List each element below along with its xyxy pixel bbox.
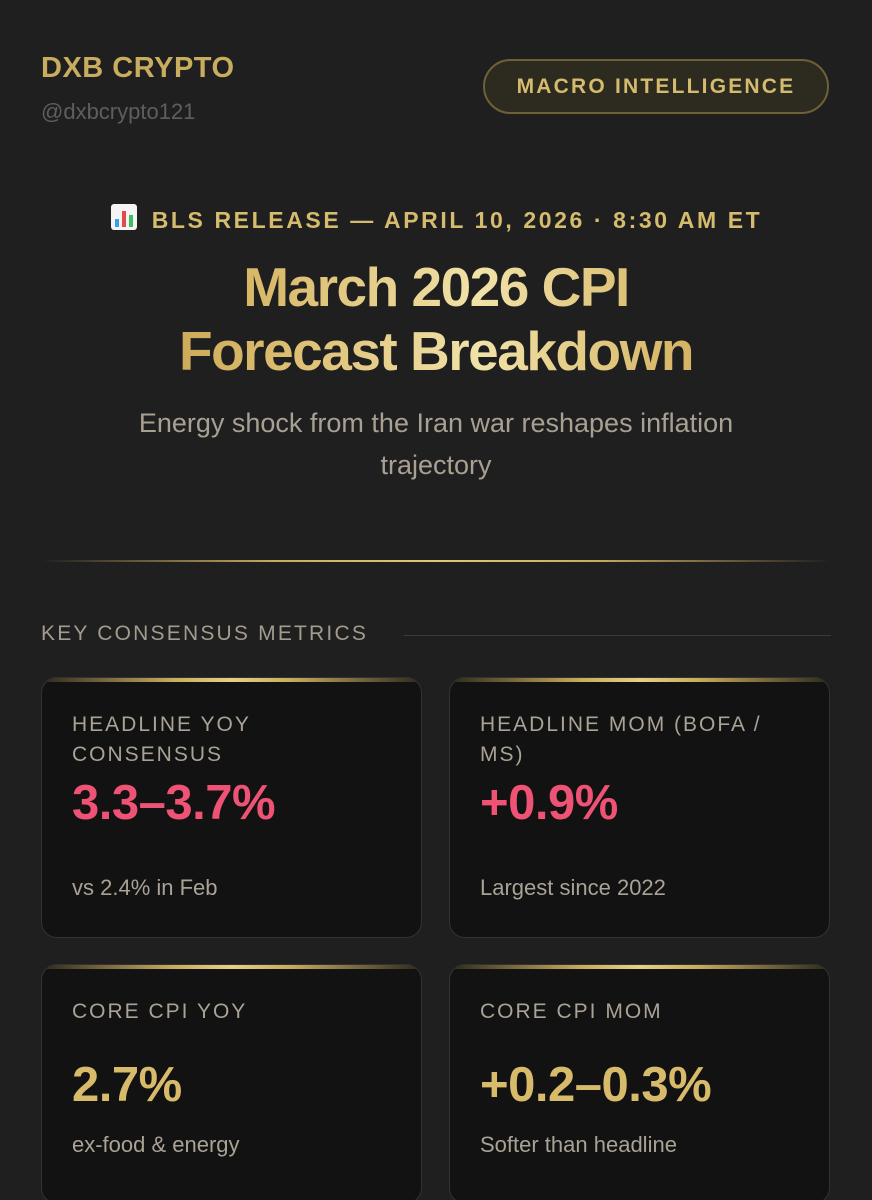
- section-heading: KEY CONSENSUS METRICS: [41, 622, 369, 645]
- brand-name: DXB CRYPTO: [41, 52, 235, 84]
- badge-label: MACRO INTELLIGENCE: [516, 74, 796, 98]
- metric-note: vs 2.4% in Feb: [72, 875, 218, 900]
- metric-label: HEADLINE MOM (BOFA / MS): [480, 713, 762, 766]
- title-line-2: Forecast Breakdown: [178, 320, 693, 382]
- metric-label: CORE CPI YOY: [72, 1000, 248, 1023]
- brand-handle: @dxbcrypto121: [41, 99, 196, 124]
- gold-divider: [41, 560, 831, 562]
- metric-card-core-mom: CORE CPI MOM +0.2–0.3% Softer than headl…: [449, 964, 830, 1200]
- release-line: BLS RELEASE — APRIL 10, 2026 · 8:30 AM E…: [0, 203, 872, 234]
- metric-note: Softer than headline: [480, 1132, 677, 1157]
- metric-card-headline-mom: HEADLINE MOM (BOFA / MS) +0.9% Largest s…: [449, 677, 830, 938]
- metric-value: +0.2–0.3%: [480, 1058, 712, 1112]
- metric-value: +0.9%: [480, 776, 618, 830]
- metric-value: 2.7%: [72, 1058, 182, 1112]
- release-text: BLS RELEASE — APRIL 10, 2026 · 8:30 AM E…: [151, 207, 763, 233]
- metric-label: HEADLINE YOY CONSENSUS: [72, 713, 251, 766]
- metric-note: ex-food & energy: [72, 1132, 240, 1157]
- metric-label: CORE CPI MOM: [480, 1000, 663, 1023]
- page-subtitle: Energy shock from the Iran war reshapes …: [138, 408, 734, 480]
- metric-card-headline-yoy: HEADLINE YOY CONSENSUS 3.3–3.7% vs 2.4% …: [41, 677, 422, 938]
- macro-intelligence-badge: MACRO INTELLIGENCE: [483, 59, 829, 114]
- page-title: March 2026 CPI Forecast Breakdown: [0, 255, 872, 383]
- metric-note: Largest since 2022: [480, 875, 666, 900]
- bar-chart-icon: [110, 204, 137, 230]
- title-line-1: March 2026 CPI: [243, 256, 629, 318]
- metric-value: 3.3–3.7%: [72, 776, 276, 830]
- section-rule: [404, 635, 831, 636]
- metric-card-core-yoy: CORE CPI YOY 2.7% ex-food & energy: [41, 964, 422, 1200]
